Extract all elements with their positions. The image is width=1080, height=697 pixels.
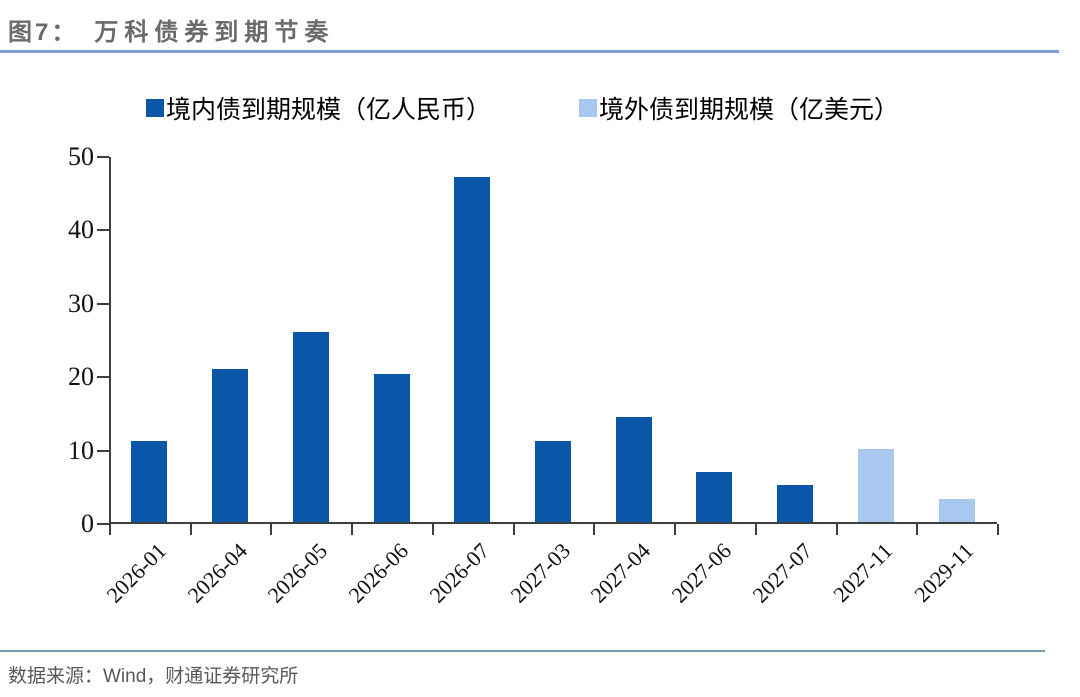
- bar-2026-06: [373, 373, 410, 522]
- bar-2027-04: [615, 417, 652, 522]
- y-tick-label: 10: [68, 435, 94, 465]
- bar-2026-01: [131, 440, 168, 522]
- x-tick-label-2027-06: 2027-06: [666, 538, 737, 608]
- bar-2027-03: [535, 440, 571, 522]
- y-tick-label: 20: [68, 362, 94, 392]
- x-tick-label-2026-06: 2026-06: [343, 538, 414, 608]
- y-tick-label: 30: [68, 288, 94, 318]
- figure-number: 图7：: [8, 19, 79, 46]
- x-tick-mark: [109, 524, 111, 535]
- x-tick-label-2026-01: 2026-01: [101, 538, 172, 608]
- x-tick-label-2027-03: 2027-03: [505, 538, 575, 608]
- legend-item-domestic: 境内债到期规模（亿人民币）: [146, 90, 491, 126]
- x-tick-mark: [916, 524, 919, 535]
- y-tick-mark: [97, 229, 109, 232]
- bar-2029-11: [938, 499, 975, 522]
- bar-2027-07: [777, 484, 814, 522]
- bar-2027-11: [857, 448, 894, 522]
- bar-2027-06: [696, 472, 733, 522]
- legend-label-overseas: 境外债到期规模（亿美元）: [599, 97, 900, 124]
- x-tick-label-2027-07: 2027-07: [747, 538, 817, 608]
- figure-title: 万科债券到期节奏: [94, 19, 335, 46]
- chart-legend: 境内债到期规模（亿人民币） 境外债到期规模（亿美元）: [146, 90, 899, 126]
- data-source: 数据来源：Wind，财通证券研究所: [8, 666, 299, 687]
- y-tick-mark: [97, 156, 109, 158]
- bar-2026-05: [292, 331, 329, 522]
- x-tick-label-2026-04: 2026-04: [182, 538, 252, 608]
- x-tick-label-2026-05: 2026-05: [262, 538, 333, 608]
- x-tick-mark: [835, 524, 838, 535]
- overseas-swatch-icon: [579, 99, 598, 117]
- x-tick-mark: [512, 524, 515, 535]
- x-tick-mark: [674, 524, 677, 535]
- x-tick-mark: [351, 524, 354, 535]
- x-tick-mark: [997, 524, 999, 535]
- bar-2026-04: [212, 368, 249, 522]
- figure-header: 图7： 万科债券到期节奏: [8, 12, 1080, 47]
- x-tick-mark: [189, 524, 192, 535]
- bar-2026-07: [454, 177, 491, 522]
- legend-item-overseas: 境外债到期规模（亿美元）: [579, 90, 899, 126]
- y-tick-mark: [97, 302, 109, 305]
- x-tick-mark: [270, 524, 273, 535]
- x-tick-label-2029-11: 2029-11: [909, 538, 979, 607]
- y-tick-mark: [97, 376, 109, 379]
- header-divider: [0, 50, 1059, 53]
- y-tick-label: 0: [81, 509, 94, 538]
- y-tick-mark: [97, 523, 109, 525]
- legend-label-domestic: 境内债到期规模（亿人民币）: [166, 97, 492, 124]
- x-tick-label-2026-07: 2026-07: [424, 538, 494, 608]
- footer-divider: [0, 650, 1045, 652]
- domestic-swatch-icon: [146, 99, 164, 117]
- x-tick-mark: [593, 524, 596, 535]
- x-tick-mark: [754, 524, 757, 535]
- x-tick-label-2027-04: 2027-04: [585, 538, 656, 608]
- y-tick-label: 50: [68, 142, 94, 171]
- y-tick-mark: [97, 449, 109, 452]
- y-tick-label: 40: [68, 215, 94, 245]
- plot-area: [109, 157, 997, 524]
- x-tick-label-2027-11: 2027-11: [828, 538, 898, 607]
- x-tick-mark: [431, 524, 434, 535]
